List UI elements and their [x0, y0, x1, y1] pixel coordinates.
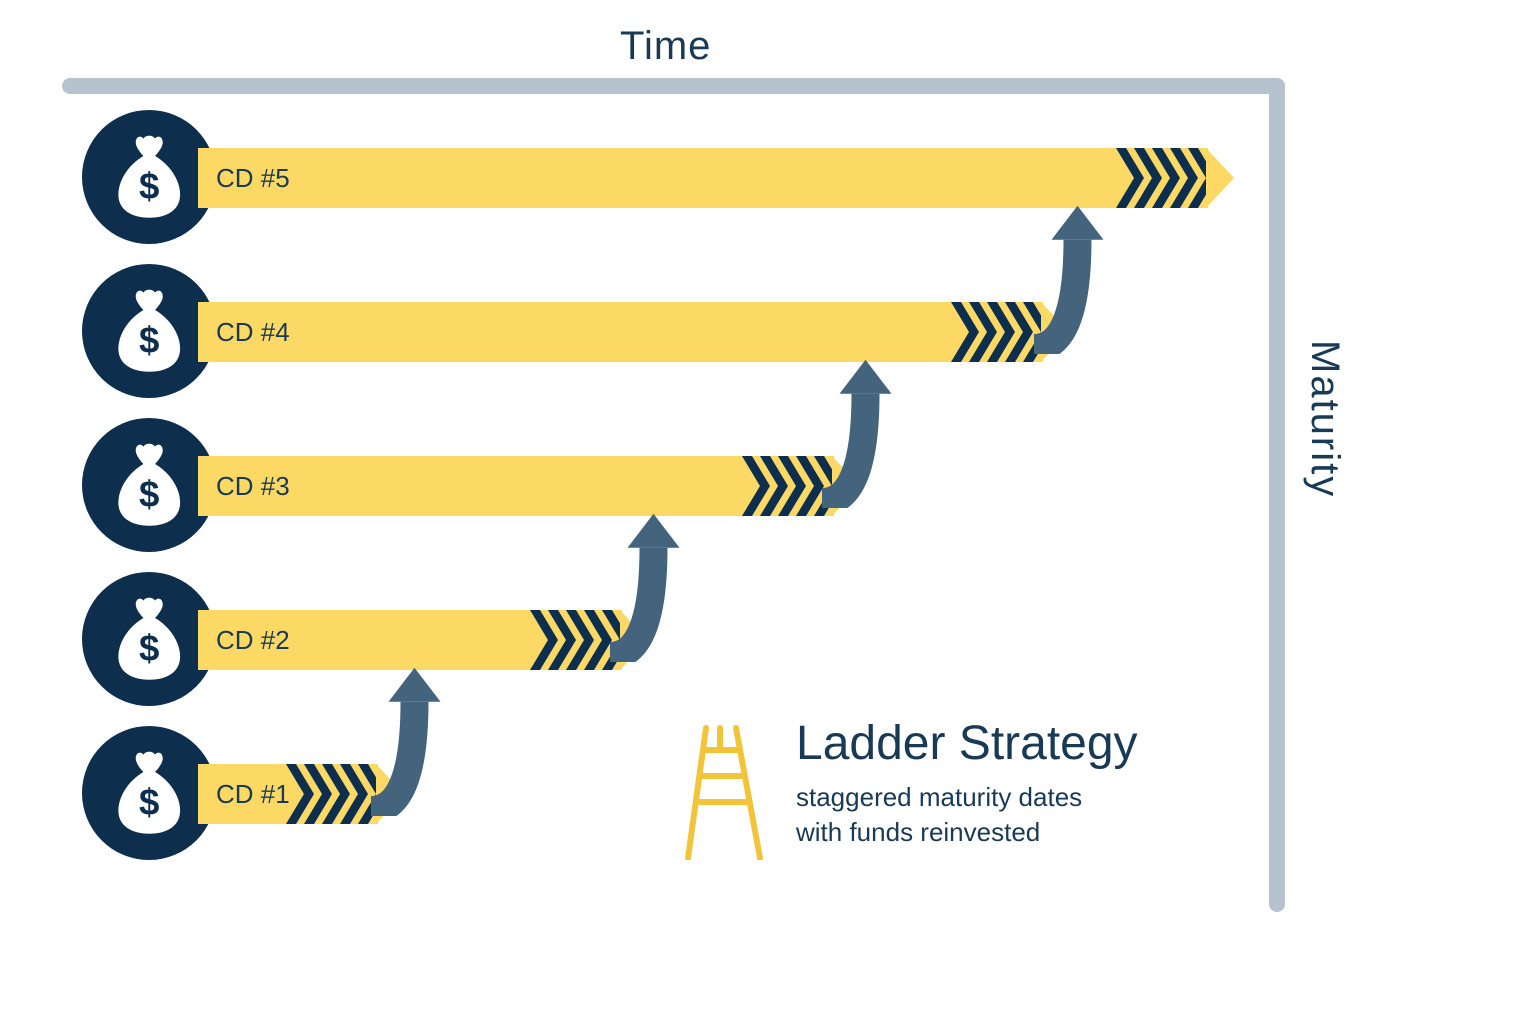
reinvest-arrow-icon	[604, 494, 694, 667]
cd-bar: CD #3	[198, 456, 834, 516]
cd-bar-label: CD #4	[216, 317, 290, 348]
reinvest-arrow-icon	[816, 340, 906, 513]
cd-bar-label: CD #3	[216, 471, 290, 502]
legend-title: Ladder Strategy	[796, 720, 1138, 768]
svg-text:$: $	[139, 627, 159, 668]
ladder-icon	[678, 720, 768, 865]
maturity-axis	[1269, 78, 1285, 912]
money-bag-icon: $	[82, 726, 216, 860]
bar-chevron-tip	[1116, 148, 1236, 208]
time-axis	[62, 78, 1285, 94]
reinvest-arrow-icon	[1028, 186, 1118, 359]
svg-text:$: $	[139, 781, 159, 822]
legend-subtitle-2: with funds reinvested	[796, 815, 1138, 850]
cd-bar-label: CD #1	[216, 779, 290, 810]
cd-bar: CD #4	[198, 302, 1043, 362]
legend: Ladder Strategy staggered maturity dates…	[678, 720, 1138, 865]
time-axis-label: Time	[620, 24, 711, 69]
reinvest-arrow-icon	[365, 648, 455, 821]
svg-text:$: $	[139, 165, 159, 206]
svg-text:$: $	[139, 319, 159, 360]
maturity-axis-label: Maturity	[1302, 340, 1347, 498]
money-bag-icon: $	[82, 572, 216, 706]
legend-subtitle-1: staggered maturity dates	[796, 780, 1138, 815]
money-bag-icon: $	[82, 110, 216, 244]
cd-bar-label: CD #2	[216, 625, 290, 656]
money-bag-icon: $	[82, 264, 216, 398]
cd-bar: CD #1	[198, 764, 378, 824]
svg-text:$: $	[139, 473, 159, 514]
money-bag-icon: $	[82, 418, 216, 552]
cd-bar-label: CD #5	[216, 163, 290, 194]
